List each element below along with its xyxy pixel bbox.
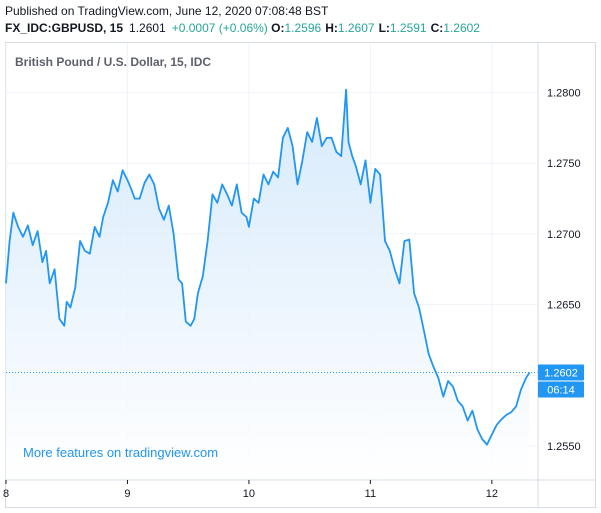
y-tick-label: 1.2550 bbox=[547, 441, 581, 453]
low-value: 1.2591 bbox=[389, 21, 427, 35]
countdown-value: 06:14 bbox=[547, 385, 575, 397]
promo-link[interactable]: More features on tradingview.com bbox=[23, 445, 218, 460]
x-tick-label: 10 bbox=[243, 488, 255, 500]
price-tag: 1.2602 06:14 bbox=[538, 364, 584, 398]
area-fill bbox=[6, 89, 530, 480]
high-label: H: bbox=[325, 21, 338, 35]
x-tick-label: 9 bbox=[124, 488, 130, 500]
y-tick-label: 1.2750 bbox=[547, 158, 581, 170]
x-tick-label: 11 bbox=[365, 488, 376, 500]
close-label: C: bbox=[430, 21, 444, 35]
x-tick-label: 12 bbox=[486, 488, 498, 500]
y-tick-label: 1.2700 bbox=[547, 229, 581, 241]
symbol-label: FX_IDC:GBPUSD, 15 bbox=[5, 21, 124, 35]
y-tick-label: 1.2800 bbox=[547, 87, 581, 99]
price-line bbox=[5, 88, 531, 446]
open-label: O: bbox=[271, 21, 285, 35]
time-axis[interactable]: 8 9 10 11 12 bbox=[3, 479, 595, 500]
published-caption: Published on TradingView.com, June 12, 2… bbox=[5, 4, 329, 18]
price-tag-value: 1.2602 bbox=[544, 368, 578, 380]
x-tick-label: 8 bbox=[3, 488, 9, 500]
last-price: 1.2601 bbox=[129, 21, 166, 35]
open-value: 1.2596 bbox=[284, 21, 322, 35]
chart-title: British Pound / U.S. Dollar, 15, IDC bbox=[15, 55, 211, 69]
ohlc-legend: FX_IDC:GBPUSD, 15 1.2601 +0.0007 (+0.06%) … bbox=[5, 21, 484, 35]
high-value: 1.2607 bbox=[337, 21, 375, 35]
close-value: 1.2602 bbox=[443, 21, 480, 35]
price-change: +0.0007 (+0.06%) bbox=[171, 21, 268, 35]
y-tick-label: 1.2650 bbox=[547, 300, 581, 312]
low-label: L: bbox=[378, 21, 390, 35]
